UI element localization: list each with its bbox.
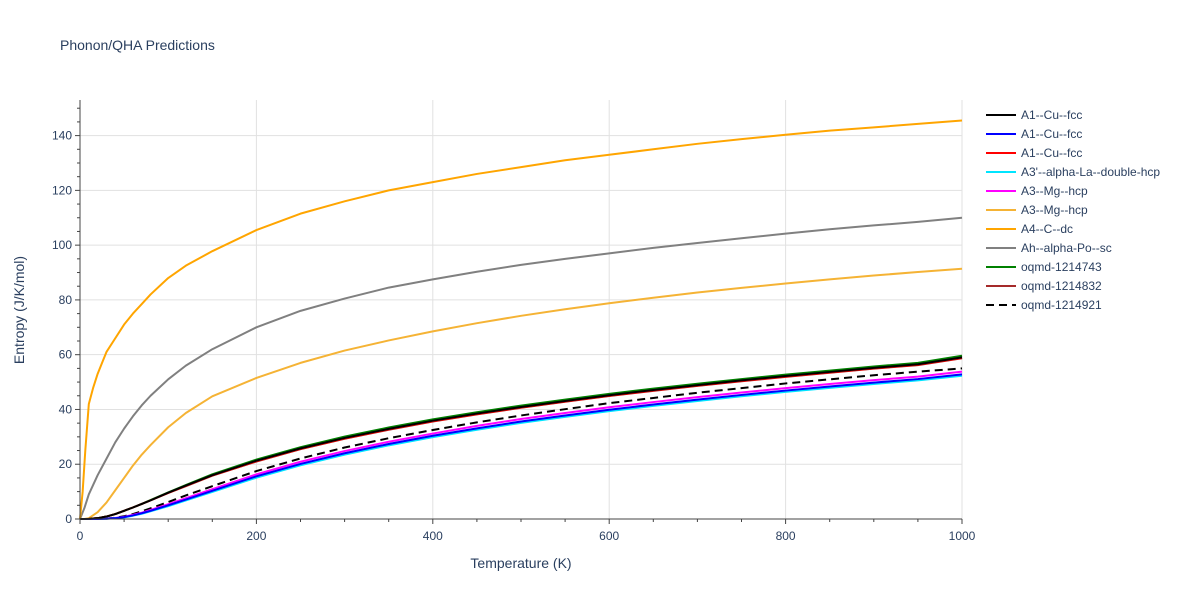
x-tick-label: 600 xyxy=(599,529,619,543)
y-tick-label: 100 xyxy=(52,238,72,252)
x-axis-title: Temperature (K) xyxy=(470,555,571,571)
y-tick-label: 40 xyxy=(59,402,73,416)
y-tick-label: 20 xyxy=(59,457,73,471)
legend-label-10: oqmd-1214921 xyxy=(1021,298,1102,312)
legend-label-0: A1--Cu--fcc xyxy=(1021,108,1082,122)
legend: A1--Cu--fcc A1--Cu--fcc A1--Cu--fcc A3'--al… xyxy=(986,108,1160,312)
x-tick-label: 400 xyxy=(423,529,443,543)
y-tick-label: 120 xyxy=(52,183,72,197)
legend-label-4: A3--Mg--hcp xyxy=(1021,184,1088,198)
series-line-2 xyxy=(79,356,963,520)
series-line-1 xyxy=(80,373,963,520)
x-tick-label: 800 xyxy=(776,529,796,543)
series-line-5 xyxy=(80,267,963,520)
series-line-6 xyxy=(79,119,963,520)
legend-label-6: A4--C--dc xyxy=(1021,222,1073,236)
series-line-0 xyxy=(79,356,963,520)
grid-layer xyxy=(80,100,963,519)
series-line-10 xyxy=(80,367,963,520)
legend-label-7: Ah--alpha-Po--sc xyxy=(1021,241,1112,255)
series-layer xyxy=(79,119,963,520)
y-tick-label: 140 xyxy=(52,129,72,143)
legend-label-9: oqmd-1214832 xyxy=(1021,279,1102,293)
y-tick-label: 0 xyxy=(65,512,72,526)
series-line-9 xyxy=(79,357,963,520)
series-line-8 xyxy=(79,354,963,520)
legend-label-2: A1--Cu--fcc xyxy=(1021,146,1082,160)
legend-label-3: A3'--alpha-La--double-hcp xyxy=(1021,165,1160,179)
series-line-7 xyxy=(79,216,963,520)
x-tick-label: 1000 xyxy=(949,529,976,543)
y-axis-title: Entropy (J/K/mol) xyxy=(11,256,27,364)
x-tick-label: 0 xyxy=(77,529,84,543)
legend-label-8: oqmd-1214743 xyxy=(1021,260,1102,274)
axis-layer: 0 200 400 600 800 1000 0 20 40 60 80 100 120 140 xyxy=(52,100,976,543)
y-tick-label: 80 xyxy=(59,293,73,307)
x-tick-label: 200 xyxy=(246,529,266,543)
series-line-4 xyxy=(80,370,963,520)
y-tick-label: 60 xyxy=(59,348,73,362)
chart-title: Phonon/QHA Predictions xyxy=(60,37,215,53)
legend-label-5: A3--Mg--hcp xyxy=(1021,203,1088,217)
legend-label-1: A1--Cu--fcc xyxy=(1021,127,1082,141)
